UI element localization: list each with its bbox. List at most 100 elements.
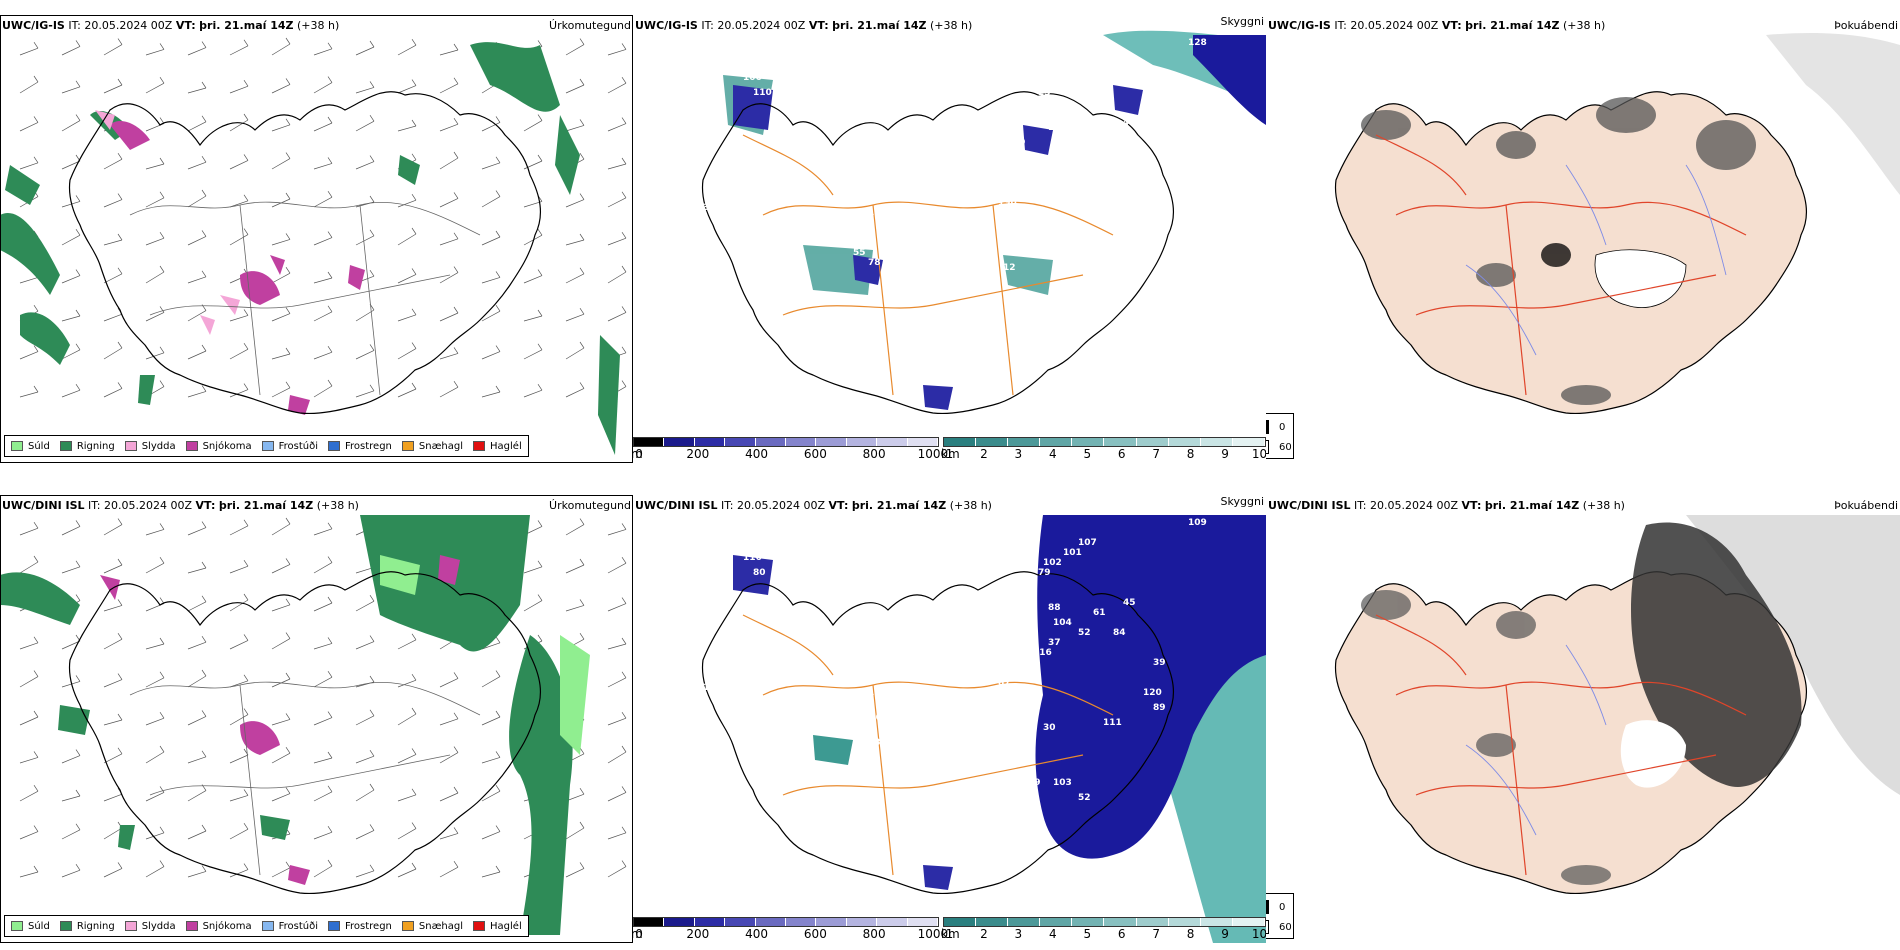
wind-barb: [187, 669, 207, 688]
wind-barb: [103, 78, 123, 94]
colorbar-segment: [694, 438, 726, 446]
legend-swatch: [11, 441, 23, 451]
fog-legend-swatch: [1266, 920, 1269, 934]
precip-panel-row1: UWC/IG-IS IT: 20.05.2024 00Z VT: þri. 21…: [0, 15, 633, 463]
wind-barb: [397, 39, 417, 56]
cloud-m-colorbar: 0 200 400 600 800 1000 m: [633, 917, 948, 941]
wind-barb: [355, 81, 375, 94]
cloud-base-label: 52: [1078, 628, 1091, 638]
wind-barb: [607, 265, 627, 284]
wind-barb: [355, 864, 375, 878]
vt-label: VT:: [195, 499, 216, 512]
wind-barb: [481, 865, 501, 878]
wind-barb: [271, 787, 291, 802]
lead-time: (+38 h): [297, 19, 340, 32]
cloud-m-colorbar: 0 200 400 600 800 1000 m: [633, 437, 948, 461]
colorbar-strip: [633, 437, 939, 447]
wind-barb: [271, 267, 291, 284]
wind-barb: [187, 385, 207, 398]
panel-header: UWC/DINI ISL IT: 20.05.2024 00Z VT: þri.…: [2, 499, 359, 512]
wind-barb: [229, 383, 249, 398]
wind-barb: [481, 670, 501, 688]
cloud-base-label: 74: [983, 108, 996, 118]
wind-barb: [19, 751, 39, 764]
cloud-base-label: 36: [963, 868, 976, 878]
wind-barb: [355, 384, 375, 398]
legend-swatch: [185, 921, 198, 931]
wind-barb: [145, 265, 165, 284]
wind-barb: [271, 152, 291, 170]
wind-barb: [229, 519, 249, 536]
wind-barb: [271, 517, 291, 536]
wind-barb: [397, 788, 417, 802]
fog-legend-label: 0: [1279, 901, 1286, 913]
legend-label: Frostúði: [278, 440, 318, 452]
wind-barb: [103, 558, 123, 574]
legend-item: Súld: [11, 441, 50, 452]
colorbar-segment: [1232, 438, 1265, 446]
cloud-base-label: 23: [1038, 88, 1051, 98]
colorbar-segment: [1136, 438, 1169, 446]
roads: [1375, 134, 1747, 396]
legend-swatch: [328, 441, 340, 451]
legend-label: Snjókoma: [202, 440, 252, 452]
wind-barb: [103, 382, 123, 398]
colorbar-segment: [1040, 918, 1073, 926]
model-name: UWC/DINI ISL: [1268, 499, 1351, 512]
wind-barb: [607, 826, 627, 840]
wind-barb: [565, 558, 585, 574]
colorbar-tick-label: 9: [1221, 447, 1229, 461]
fog-legend-label: 60: [1279, 921, 1292, 933]
wind-barb: [523, 560, 543, 574]
vt-label: VT:: [1461, 499, 1482, 512]
colorbar-tick-label: 2: [980, 927, 988, 941]
rivers: [1465, 164, 1727, 356]
colorbar-segment: [1008, 438, 1041, 446]
wind-barb: [145, 43, 165, 56]
fog-areas: [1361, 97, 1756, 405]
wind-barb: [103, 633, 123, 650]
it-label: IT:: [701, 19, 714, 32]
wind-barb: [481, 116, 501, 132]
wind-barb: [439, 347, 459, 360]
rain-areas: [0, 42, 620, 455]
wind-barb: [19, 522, 39, 536]
cloud-base-label: 106: [863, 713, 882, 723]
wind-barb: [439, 232, 459, 246]
wind-barb: [103, 713, 123, 726]
wind-barb: [481, 230, 501, 246]
wind-barb: [271, 381, 291, 398]
wind-barb: [439, 266, 459, 284]
wind-barb: [439, 381, 459, 398]
wind-barb: [271, 347, 291, 360]
wind-barb: [61, 789, 81, 802]
wind-barb: [19, 156, 39, 170]
dense-fog-east: [1631, 522, 1802, 787]
cloud-base-label: 127: [703, 683, 722, 693]
wind-barb: [313, 271, 333, 284]
roads: [129, 201, 481, 396]
wind-barb: [565, 341, 585, 360]
it-label: IT:: [1334, 19, 1347, 32]
cloud-base-label: 55: [853, 248, 866, 258]
colorbar-segment: [1200, 438, 1233, 446]
wind-barb: [145, 786, 165, 802]
wind-barb: [229, 674, 249, 688]
cloud-base-label: 33: [868, 738, 881, 748]
cloud-base-label: 29: [1028, 778, 1041, 788]
wind-barb: [565, 862, 585, 878]
cloud-base-label: 41: [853, 728, 866, 738]
wind-barb: [271, 233, 291, 246]
legend-item: Slydda: [124, 921, 176, 932]
legend-label: Frostúði: [278, 920, 318, 932]
wind-barb: [61, 675, 81, 688]
cloud-base-label: 47: [1003, 743, 1016, 753]
legend-label: Frostregn: [345, 920, 392, 932]
wind-barb: [229, 634, 249, 650]
wind-barb: [271, 37, 291, 56]
wind-barb: [523, 343, 543, 360]
wind-barb: [439, 118, 459, 132]
wind-barb: [19, 75, 39, 94]
